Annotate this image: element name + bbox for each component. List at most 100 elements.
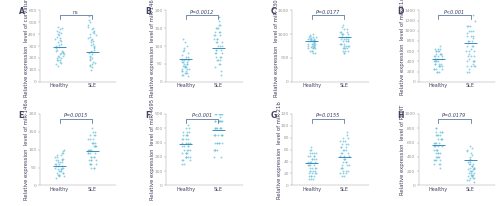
Point xyxy=(90,44,98,48)
Point xyxy=(212,52,220,55)
Point xyxy=(88,56,96,60)
Point xyxy=(87,159,95,162)
Point xyxy=(178,68,186,71)
Point xyxy=(435,141,443,144)
Point xyxy=(88,62,96,66)
Point xyxy=(88,126,96,130)
Point xyxy=(430,67,438,71)
Point xyxy=(215,30,223,33)
Point xyxy=(306,39,314,42)
Point xyxy=(184,148,192,151)
Point xyxy=(310,175,318,178)
Point xyxy=(306,169,314,172)
Point xyxy=(182,137,190,140)
Point xyxy=(339,136,347,139)
Point xyxy=(466,171,473,174)
Point xyxy=(84,52,92,55)
Point xyxy=(432,62,440,66)
Point xyxy=(184,68,192,71)
Point xyxy=(86,35,94,38)
Point xyxy=(217,126,225,130)
Point xyxy=(86,162,94,166)
Point xyxy=(340,148,348,151)
Point xyxy=(86,21,94,24)
Point xyxy=(433,148,441,151)
Point xyxy=(53,58,61,61)
Text: E: E xyxy=(18,111,24,120)
Point xyxy=(432,155,440,158)
Point xyxy=(54,171,62,174)
Point xyxy=(464,67,472,71)
Point xyxy=(434,134,442,137)
Point xyxy=(58,56,66,60)
Point xyxy=(344,154,352,157)
Point xyxy=(470,180,478,184)
Point xyxy=(215,119,223,123)
Point xyxy=(86,55,94,59)
Point xyxy=(344,40,352,43)
Point xyxy=(90,48,98,51)
Point xyxy=(304,42,312,45)
Point xyxy=(211,134,219,137)
Point xyxy=(52,177,60,180)
Point xyxy=(336,42,344,45)
Point xyxy=(216,34,224,37)
Point xyxy=(216,126,224,130)
Point xyxy=(470,62,478,66)
Point xyxy=(436,52,444,55)
Point xyxy=(215,62,223,66)
Point xyxy=(338,166,345,169)
Point xyxy=(54,155,62,158)
Point xyxy=(214,41,222,44)
Point xyxy=(306,163,314,166)
Point xyxy=(52,159,60,162)
Point xyxy=(344,30,351,33)
Point xyxy=(462,178,470,182)
Point xyxy=(466,65,474,68)
Point xyxy=(216,62,224,66)
Point xyxy=(431,60,439,63)
Point xyxy=(340,42,347,45)
Point xyxy=(466,70,473,73)
Point xyxy=(213,37,221,41)
Point xyxy=(469,173,477,176)
Point xyxy=(56,168,64,171)
Point xyxy=(468,146,476,150)
Point xyxy=(432,134,440,137)
Point xyxy=(341,157,349,160)
Point xyxy=(336,37,344,41)
Point xyxy=(54,25,62,29)
Point xyxy=(218,52,226,55)
Point xyxy=(91,61,99,64)
Point xyxy=(216,112,224,116)
Point xyxy=(86,155,94,158)
Point xyxy=(211,134,219,137)
Point xyxy=(342,35,350,38)
Point xyxy=(341,49,349,53)
Point xyxy=(184,61,192,64)
Point xyxy=(182,148,190,151)
Text: P<0.001: P<0.001 xyxy=(192,113,212,118)
Point xyxy=(210,134,218,137)
Point xyxy=(182,155,190,158)
Point xyxy=(304,44,312,48)
Point xyxy=(211,148,219,151)
Point xyxy=(307,36,315,40)
Point xyxy=(466,152,474,155)
Point xyxy=(59,157,67,160)
Point xyxy=(344,44,352,48)
Point xyxy=(432,55,440,58)
Point xyxy=(306,172,314,175)
Point xyxy=(304,47,312,50)
Point xyxy=(435,162,443,166)
Point xyxy=(90,46,98,49)
Point xyxy=(54,168,62,171)
Point xyxy=(468,177,476,180)
Point xyxy=(338,151,346,154)
Point xyxy=(432,49,440,53)
Point xyxy=(216,73,224,76)
Point xyxy=(179,130,187,133)
Point xyxy=(90,134,98,137)
Point xyxy=(463,32,471,35)
Point xyxy=(56,60,64,63)
